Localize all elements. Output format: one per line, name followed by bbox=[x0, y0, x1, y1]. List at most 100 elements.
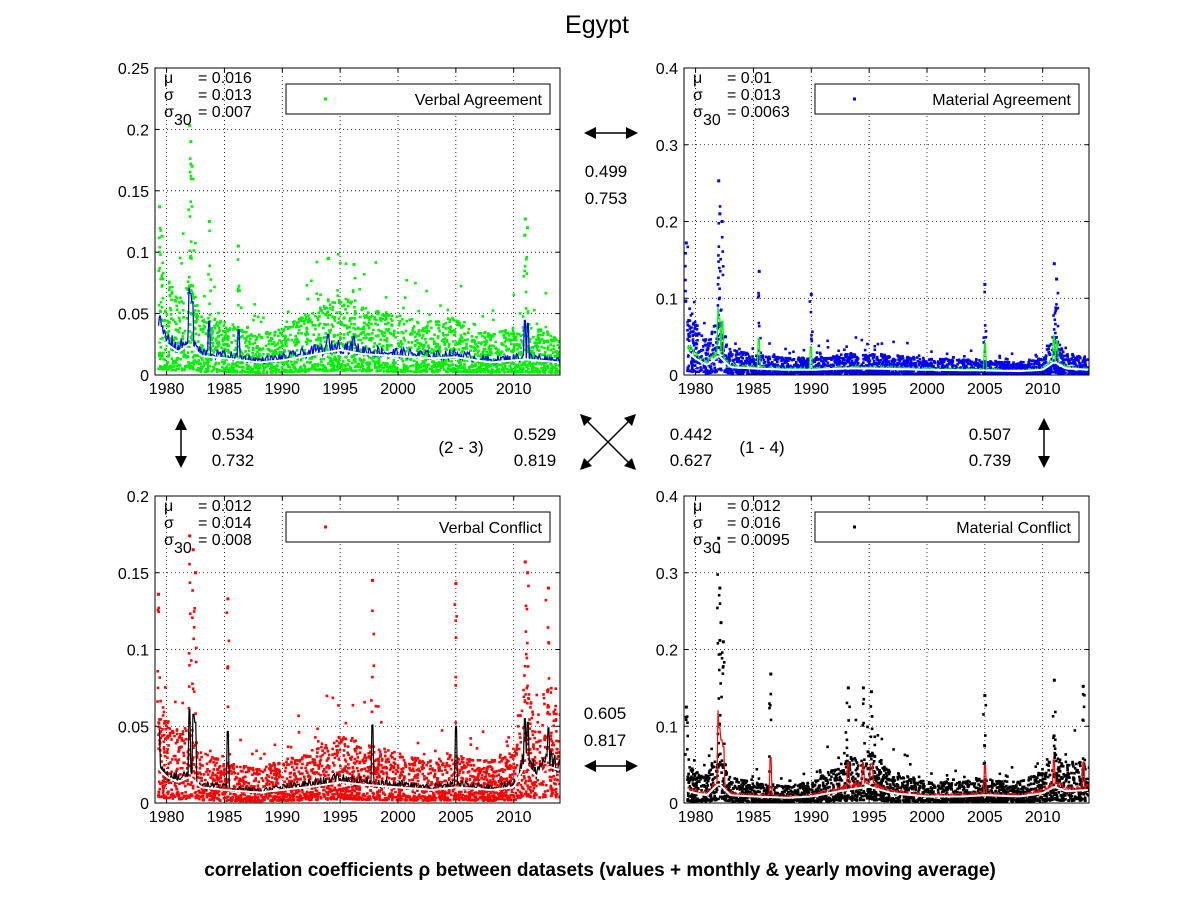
data-point bbox=[1008, 366, 1012, 369]
data-point bbox=[542, 341, 546, 345]
data-point bbox=[533, 341, 536, 345]
data-point bbox=[215, 370, 219, 374]
data-point bbox=[705, 344, 708, 347]
data-point bbox=[241, 328, 244, 332]
data-point bbox=[440, 361, 443, 365]
data-point bbox=[362, 331, 366, 334]
data-point bbox=[701, 358, 704, 362]
data-point bbox=[874, 372, 877, 375]
data-point bbox=[289, 355, 293, 358]
data-point bbox=[533, 308, 536, 312]
data-point bbox=[178, 311, 181, 315]
data-point bbox=[175, 308, 179, 312]
data-point bbox=[264, 331, 268, 335]
data-point bbox=[535, 346, 539, 350]
data-point bbox=[159, 253, 162, 256]
axes-frame bbox=[154, 67, 561, 376]
data-point bbox=[492, 364, 496, 367]
data-point bbox=[951, 359, 955, 362]
data-point bbox=[177, 344, 181, 348]
data-point bbox=[415, 333, 419, 336]
data-point bbox=[223, 330, 227, 333]
data-point bbox=[368, 338, 371, 341]
data-point bbox=[378, 364, 381, 368]
data-point bbox=[520, 370, 523, 374]
data-point bbox=[691, 360, 695, 364]
data-point bbox=[761, 354, 765, 357]
data-point bbox=[827, 357, 831, 361]
data-point bbox=[537, 361, 541, 365]
data-point bbox=[790, 358, 794, 362]
data-point bbox=[187, 362, 191, 365]
data-point bbox=[502, 343, 505, 347]
stat-symbol-sigma30: σ bbox=[164, 104, 174, 121]
data-point bbox=[840, 356, 844, 360]
data-point bbox=[1055, 354, 1059, 358]
data-point bbox=[442, 368, 446, 372]
data-point bbox=[347, 359, 350, 362]
data-point bbox=[168, 294, 172, 298]
data-point bbox=[538, 328, 542, 331]
data-point bbox=[186, 291, 190, 295]
data-point bbox=[353, 317, 356, 320]
data-point bbox=[444, 327, 448, 330]
data-point bbox=[738, 360, 742, 363]
data-point bbox=[966, 362, 970, 366]
data-point bbox=[473, 340, 476, 343]
data-point bbox=[214, 348, 218, 351]
data-point bbox=[344, 364, 347, 368]
data-point bbox=[413, 330, 416, 334]
data-point bbox=[734, 354, 738, 357]
data-point bbox=[345, 311, 349, 315]
data-point bbox=[415, 349, 419, 353]
data-point bbox=[186, 280, 190, 284]
data-point bbox=[185, 316, 189, 320]
data-point bbox=[419, 366, 423, 369]
data-point bbox=[1082, 358, 1086, 362]
data-point bbox=[510, 332, 513, 335]
data-point bbox=[766, 356, 770, 360]
data-point bbox=[1035, 372, 1039, 375]
data-point bbox=[228, 366, 232, 370]
y-tick-label: 0 bbox=[140, 368, 149, 385]
data-point bbox=[221, 339, 225, 343]
data-point bbox=[301, 316, 304, 320]
data-point bbox=[772, 353, 776, 356]
data-point bbox=[433, 333, 436, 337]
data-point bbox=[721, 351, 725, 355]
data-point bbox=[405, 346, 409, 350]
data-point bbox=[708, 358, 711, 362]
data-point bbox=[170, 317, 173, 320]
data-point bbox=[484, 366, 488, 370]
data-point bbox=[713, 366, 716, 370]
data-point bbox=[362, 368, 365, 371]
data-point bbox=[709, 338, 712, 341]
data-point bbox=[277, 368, 281, 372]
data-point bbox=[916, 356, 919, 359]
data-point bbox=[856, 361, 860, 365]
data-point bbox=[494, 363, 498, 366]
data-point bbox=[297, 317, 301, 321]
data-point bbox=[164, 310, 167, 314]
data-point bbox=[816, 372, 819, 375]
data-point bbox=[740, 359, 743, 363]
data-point bbox=[846, 365, 850, 369]
data-point bbox=[200, 347, 203, 350]
data-point bbox=[234, 363, 237, 367]
data-point bbox=[873, 362, 876, 366]
data-point bbox=[534, 341, 538, 344]
data-point bbox=[344, 369, 347, 372]
data-point bbox=[376, 361, 379, 365]
data-point bbox=[1083, 360, 1087, 363]
data-point bbox=[831, 355, 835, 358]
data-point bbox=[473, 347, 477, 350]
data-point bbox=[174, 295, 178, 299]
data-point bbox=[259, 335, 262, 339]
data-point bbox=[320, 309, 324, 312]
data-point bbox=[436, 361, 440, 365]
data-point bbox=[541, 333, 545, 337]
data-point bbox=[292, 323, 296, 326]
data-point bbox=[456, 342, 459, 346]
data-point bbox=[819, 359, 823, 363]
data-point bbox=[815, 351, 819, 354]
